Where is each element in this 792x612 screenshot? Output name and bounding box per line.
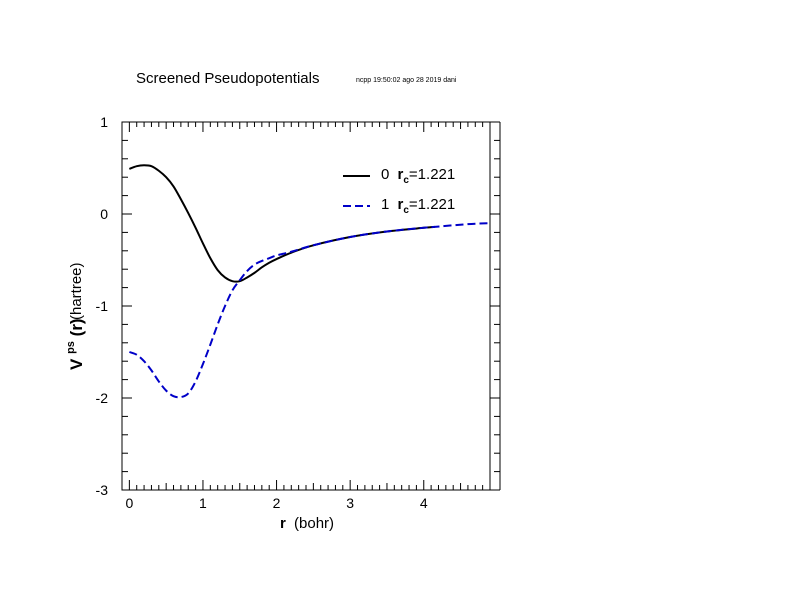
plot-frame <box>121 121 491 491</box>
legend: 0 rc=1.221 1 rc=1.221 <box>343 166 455 216</box>
svg-text:r (bohr): r (bohr) <box>280 515 334 532</box>
series-line-1 <box>129 222 491 399</box>
y-axis-label-superscript: ps <box>65 341 77 354</box>
x-tick-label: 2 <box>273 495 281 511</box>
legend-label-1-sub: c <box>403 205 409 216</box>
chart-title-group: Screened Pseudopotentials ncpp 19:50:02 … <box>136 70 457 87</box>
legend-label-0-l: 0 <box>381 166 389 183</box>
legend-label-1-val: =1.221 <box>409 196 455 213</box>
legend-label-0-sub: c <box>403 175 409 186</box>
x-axis-label-unit: (bohr) <box>294 515 334 532</box>
y-axis-label: V ps (r) (hartree) <box>59 262 86 370</box>
svg-text:V ps (r): V ps (r) <box>59 318 86 370</box>
legend-label-1-r: r <box>398 196 404 213</box>
legend-entry-1: 1 rc=1.221 <box>343 196 455 216</box>
y-tick-label: -2 <box>96 390 109 406</box>
x-tick-label: 4 <box>420 495 428 511</box>
chart-subtitle: ncpp 19:50:02 ago 28 2019 dani <box>356 77 457 84</box>
legend-label-0-val: =1.221 <box>409 166 455 183</box>
y-tick-label: 0 <box>100 206 108 222</box>
y-tick-label: -3 <box>96 482 109 498</box>
svg-text:0 rc=1.221: 0 rc=1.221 <box>381 166 455 186</box>
svg-text:1 rc=1.221: 1 rc=1.221 <box>381 196 455 216</box>
x-tick-label: 0 <box>125 495 133 511</box>
x-tick-label: 1 <box>199 495 207 511</box>
y-axis-label-argument: (r) <box>67 318 86 336</box>
y-axis-label-symbol: V <box>67 358 86 370</box>
x-axis-label-symbol: r <box>280 515 286 532</box>
chart-title: Screened Pseudopotentials <box>136 70 319 87</box>
y-tick-label: 1 <box>100 114 108 130</box>
series-layer <box>128 164 491 399</box>
x-tick-label: 3 <box>346 495 354 511</box>
legend-label-0-r: r <box>398 166 404 183</box>
y-axis-label-unit: (hartree) <box>68 262 85 320</box>
x-axis-label: r (bohr) <box>280 515 334 532</box>
tick-labels: 0 1 2 3 4 1 0 -1 -2 -3 <box>96 114 428 511</box>
legend-label-1-l: 1 <box>381 196 389 213</box>
legend-entry-0: 0 rc=1.221 <box>343 166 455 186</box>
y-tick-label: -1 <box>96 298 109 314</box>
